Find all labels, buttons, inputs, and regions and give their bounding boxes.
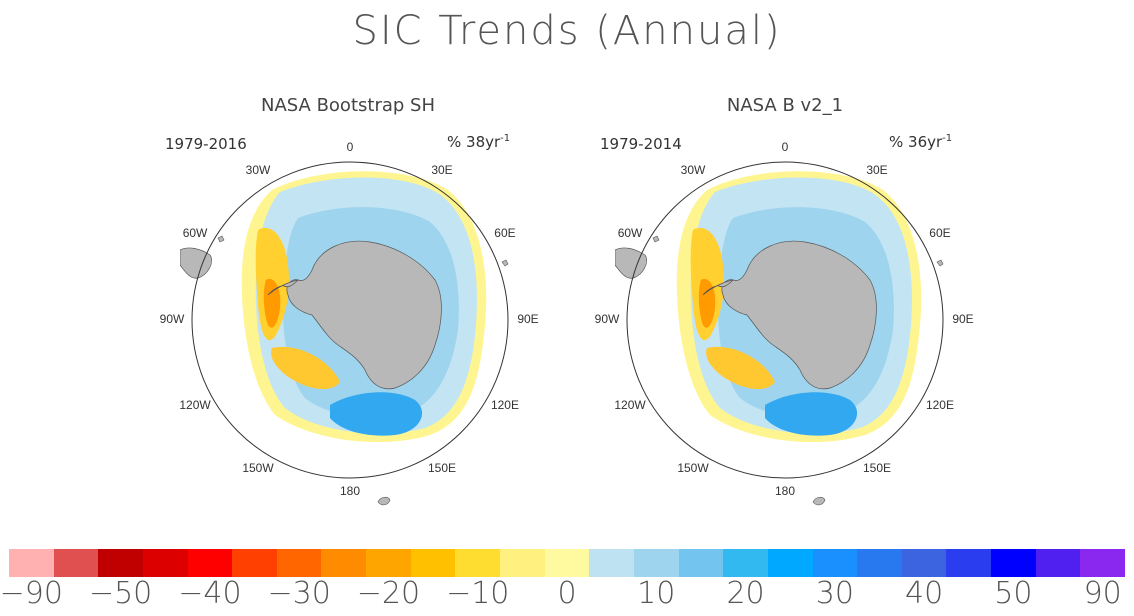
colorbar-cell xyxy=(410,549,456,577)
panel-1-title: NASA Bootstrap SH xyxy=(261,95,435,116)
colorbar-tick-label: 90 xyxy=(1083,576,1122,611)
colorbar-tick-label: −30 xyxy=(267,576,331,611)
colorbar-tick-label: 50 xyxy=(994,576,1033,611)
panel-1-lon-label: 30W xyxy=(245,163,271,178)
panel-1-lon-label: 180 xyxy=(339,484,361,498)
island xyxy=(217,235,225,243)
panel-2-title: NASA B v2_1 xyxy=(726,95,844,116)
colorbar-cell xyxy=(142,549,188,577)
colorbar-cell xyxy=(633,549,679,577)
panel-1-lon-label: 60E xyxy=(494,226,516,240)
colorbar xyxy=(9,549,1126,577)
south-america-landmass xyxy=(615,247,647,279)
colorbar-cell xyxy=(98,549,143,577)
colorbar-tick-label: 0 xyxy=(557,576,577,611)
south-america-landmass xyxy=(180,247,212,279)
colorbar-cell xyxy=(276,549,322,577)
antarctic-peninsula xyxy=(267,279,300,296)
panel-2-lon-label: 60W xyxy=(617,226,643,240)
panel-2-lon-label: 120W xyxy=(614,398,646,412)
colorbar-cell xyxy=(1035,549,1081,577)
colorbar-cell xyxy=(812,549,858,577)
panel-2-lon-label: 150E xyxy=(862,460,892,475)
panel-2-lon-label: 150W xyxy=(677,460,709,475)
panel-2-lon-label: 90W xyxy=(594,312,620,326)
colorbar-tick-label: 40 xyxy=(905,576,944,611)
colorbar-tick-label: −40 xyxy=(178,576,242,611)
island xyxy=(652,235,660,243)
colorbar-tick-label: 30 xyxy=(815,576,854,611)
island xyxy=(936,259,944,267)
ice-strong-blue xyxy=(330,392,423,436)
colorbar-cell xyxy=(232,549,277,577)
new-zealand-landmass xyxy=(377,496,391,506)
negative-trend-ross xyxy=(706,346,775,390)
colorbar-cell xyxy=(901,549,947,577)
negative-trend-orange xyxy=(263,278,281,328)
new-zealand-landmass xyxy=(812,496,826,506)
ice-strong-blue xyxy=(765,392,858,436)
island xyxy=(501,259,509,267)
panel-1-period: 1979-2016 xyxy=(165,135,247,153)
colorbar-cell xyxy=(9,549,54,577)
panel-1-lon-label: 150E xyxy=(427,460,457,475)
antarctic-peninsula xyxy=(702,279,735,296)
panel-1-lon-label: 120E xyxy=(490,398,519,412)
colorbar-cell xyxy=(455,549,501,577)
panel-2-lon-label: 30W xyxy=(680,163,706,178)
map-boundary-circle xyxy=(626,161,944,479)
panel-2-unit: % 36yr-1 xyxy=(889,133,953,151)
colorbar-tick-label: −20 xyxy=(356,576,421,611)
panel-1-polar-map xyxy=(180,161,509,506)
panel-2-lon-label: 60E xyxy=(929,226,951,240)
colorbar-cell xyxy=(723,549,768,577)
map-boundary-circle xyxy=(191,161,509,479)
colorbar-cell xyxy=(544,549,590,577)
panel-1-lon-label: 60W xyxy=(182,226,208,240)
colorbar-tick-label: −50 xyxy=(88,576,153,611)
negative-trend-ross xyxy=(271,346,340,390)
colorbar-cell xyxy=(53,549,99,577)
colorbar-cell xyxy=(991,549,1036,577)
colorbar-cell xyxy=(767,549,813,577)
panel-1-unit: % 38yr-1 xyxy=(447,133,511,151)
panel-1-lon-label: 90W xyxy=(159,312,185,326)
panel-1-lon-label: 120W xyxy=(179,398,211,412)
panel-1-lon-label: 90E xyxy=(517,312,539,326)
colorbar-tick-label: 10 xyxy=(637,576,676,611)
colorbar-cell xyxy=(187,549,233,577)
panel-1-lon-label: 30E xyxy=(431,163,453,178)
panel-2-lon-label: 30E xyxy=(866,163,888,178)
panel-2-lon-label: 90E xyxy=(952,312,974,326)
figure-title: SIC Trends (Annual) xyxy=(352,8,782,54)
negative-trend-orange xyxy=(698,278,716,328)
antarctica-landmass xyxy=(286,240,442,390)
colorbar-cell xyxy=(857,549,902,577)
panel-2-lon-label: 180 xyxy=(774,484,796,498)
colorbar-cell xyxy=(321,549,367,577)
antarctica-landmass xyxy=(721,240,877,390)
colorbar-tick-label: −10 xyxy=(446,576,510,611)
panel-1-lon-label: 150W xyxy=(242,460,274,475)
colorbar-cell xyxy=(678,549,724,577)
colorbar-cell xyxy=(1080,549,1126,577)
panel-2-period: 1979-2014 xyxy=(600,135,682,153)
colorbar-cell xyxy=(946,549,992,577)
colorbar-cell xyxy=(366,549,411,577)
colorbar-tick-label: 20 xyxy=(726,576,765,611)
colorbar-tick-label: −90 xyxy=(0,576,63,611)
panel-2-lon-label: 0 xyxy=(781,140,789,154)
panel-1-lon-label: 0 xyxy=(346,140,354,154)
colorbar-cell xyxy=(500,549,545,577)
panel-2-polar-map xyxy=(615,161,944,506)
colorbar-cell xyxy=(589,549,634,577)
panel-2-lon-label: 120E xyxy=(925,398,954,412)
